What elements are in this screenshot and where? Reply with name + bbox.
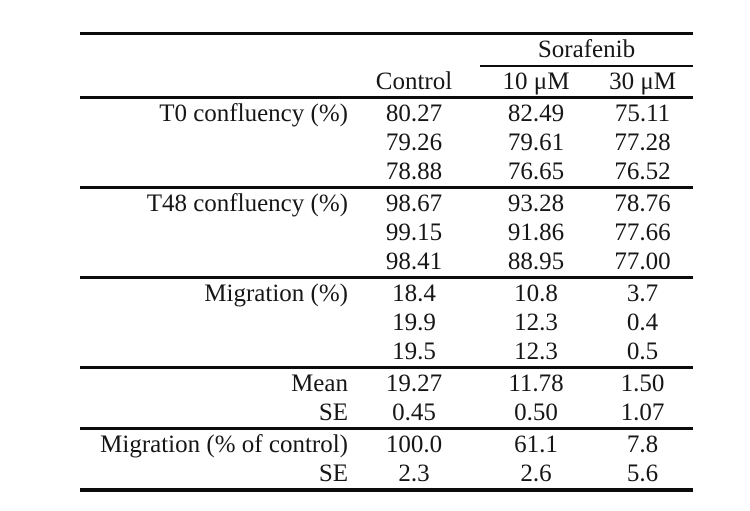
value-cell: 76.52 — [592, 157, 694, 189]
value-cell: 0.45 — [348, 398, 480, 430]
value-cell: 0.50 — [480, 398, 592, 430]
row-label-cell — [80, 157, 348, 189]
value-cell: 61.1 — [514, 431, 558, 458]
table-row: SE 2.3 2.6 5.6 — [80, 459, 694, 492]
row-label-cell — [80, 218, 348, 247]
row-label-cell: Migration (%) — [204, 280, 348, 307]
table-row: T0 confluency (%) 80.27 82.49 75.11 — [80, 98, 693, 129]
row-label-cell: SE — [80, 398, 348, 430]
value-cell: 19.5 — [348, 337, 480, 369]
value-cell: 78.88 — [348, 157, 480, 189]
value-cell: 100.0 — [385, 431, 443, 458]
table-row: Migration (%) 18.4 10.8 3.7 — [80, 278, 693, 309]
table-body: T0 confluency (%) 80.27 82.49 75.11 79.26 79.… — [80, 98, 694, 492]
value-cell: 76.65 — [480, 157, 592, 189]
value-cell: 98.67 — [385, 190, 443, 217]
spanner-row: Sorafenib — [80, 33, 694, 67]
value-cell: 5.6 — [592, 459, 694, 492]
table-row: 19.9 12.3 0.4 — [80, 308, 693, 337]
value-cell: 0.4 — [626, 309, 659, 336]
value-cell: 12.3 — [480, 337, 592, 369]
value-cell: 19.9 — [392, 309, 436, 336]
value-cell: 78.76 — [614, 190, 671, 217]
table-row: Mean 19.27 11.78 1.50 — [80, 368, 693, 399]
row-label-cell: SE — [80, 459, 348, 492]
spacer-cell — [348, 34, 480, 67]
row-label-cell — [80, 337, 348, 369]
value-cell: 12.3 — [514, 309, 558, 336]
column-header-row: Control 10 μM 30 μM — [80, 66, 694, 99]
value-cell: 2.6 — [480, 459, 592, 492]
spanner-header-sorafenib: Sorafenib — [480, 33, 694, 67]
value-cell: 77.66 — [614, 219, 671, 246]
table-row: 99.15 91.86 77.66 — [80, 218, 693, 247]
table-row: 98.41 88.95 77.00 — [80, 247, 694, 279]
row-label-cell: Mean — [291, 370, 348, 397]
value-cell: 19.27 — [385, 370, 443, 397]
value-cell: 1.07 — [592, 398, 694, 430]
results-table: Sorafenib Control 10 μM 30 μM T0 conflue… — [80, 32, 694, 492]
value-cell: 79.26 — [385, 129, 443, 156]
value-cell: 75.11 — [614, 100, 671, 127]
row-label-cell: T48 confluency (%) — [146, 190, 348, 217]
row-label-cell — [80, 247, 348, 279]
value-cell: 98.41 — [348, 247, 480, 279]
value-cell: 11.78 — [508, 370, 564, 397]
value-cell: 2.3 — [348, 459, 480, 492]
column-header-10um: 10 μM — [480, 66, 592, 99]
row-label-cell: T0 confluency (%) — [159, 100, 348, 127]
row-label-cell — [80, 308, 348, 337]
value-cell: 88.95 — [480, 247, 592, 279]
value-cell: 77.00 — [592, 247, 694, 279]
table-row: T48 confluency (%) 98.67 93.28 78.76 — [80, 188, 693, 219]
value-cell: 0.5 — [592, 337, 694, 369]
value-cell: 77.28 — [614, 129, 671, 156]
table-row: 79.26 79.61 77.28 — [80, 128, 693, 157]
value-cell: 18.4 — [392, 280, 436, 307]
spacer-cell — [80, 66, 348, 99]
value-cell: 10.8 — [514, 280, 558, 307]
value-cell: 82.49 — [507, 100, 565, 127]
table-row: 78.88 76.65 76.52 — [80, 157, 694, 189]
value-cell: 99.15 — [385, 219, 443, 246]
spacer-cell — [80, 34, 348, 67]
value-cell: 3.7 — [626, 280, 659, 307]
value-cell: 7.8 — [626, 431, 659, 458]
table-row: Migration (% of control) 100.0 61.1 7.8 — [80, 429, 693, 460]
value-cell: 91.86 — [507, 219, 565, 246]
value-cell: 1.50 — [620, 370, 665, 397]
row-label-cell — [80, 128, 348, 157]
value-cell: 80.27 — [385, 100, 443, 127]
column-header-control: Control — [348, 66, 480, 99]
column-header-30um: 30 μM — [592, 66, 694, 99]
table-row: 19.5 12.3 0.5 — [80, 337, 694, 369]
value-cell: 93.28 — [507, 190, 565, 217]
value-cell: 79.61 — [507, 129, 565, 156]
table-row: SE 0.45 0.50 1.07 — [80, 398, 694, 430]
row-label-cell: Migration (% of control) — [100, 431, 348, 458]
